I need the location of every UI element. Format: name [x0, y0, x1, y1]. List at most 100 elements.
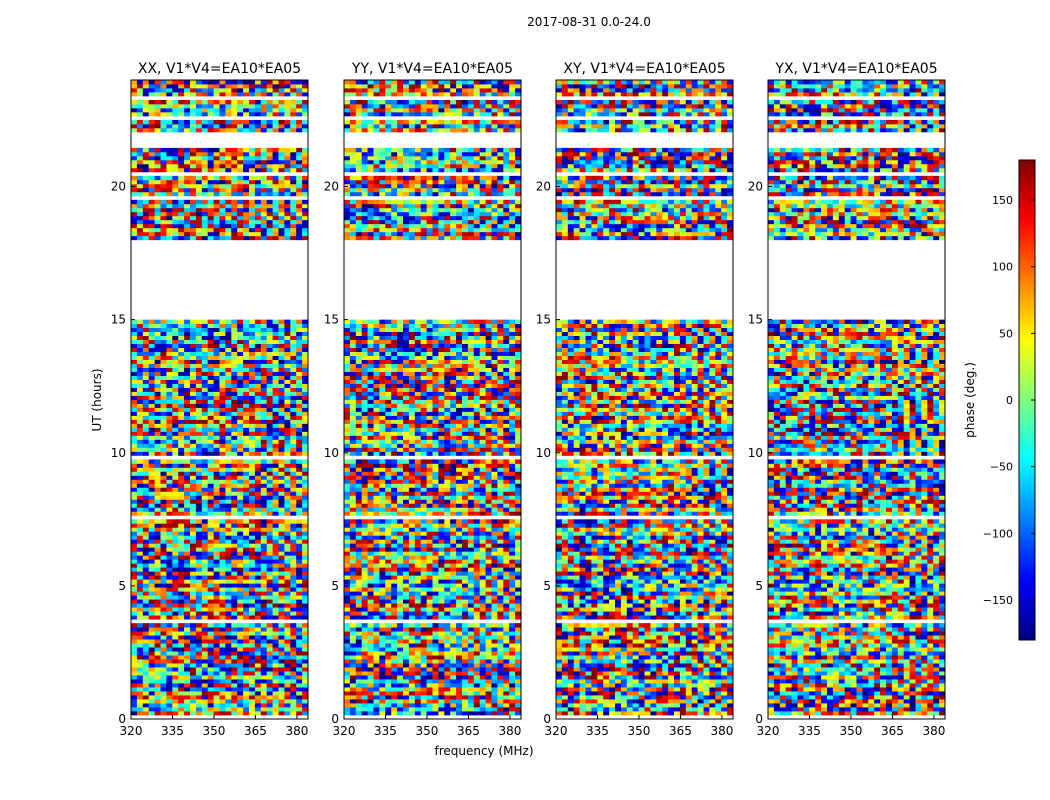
heatmap-cell [231, 683, 238, 688]
heatmap-cell [131, 543, 138, 548]
heatmap-cell [302, 511, 309, 516]
heatmap-cell [231, 639, 238, 644]
heatmap-cell [266, 191, 273, 197]
heatmap-cell [219, 519, 226, 524]
heatmap-cell [296, 663, 303, 668]
heatmap-cell [190, 111, 197, 117]
heatmap-cell [467, 567, 475, 572]
heatmap-cell [391, 671, 398, 676]
heatmap-cell [260, 443, 268, 448]
heatmap-cell [479, 659, 486, 664]
heatmap-cell [178, 219, 185, 225]
heatmap-cell [397, 567, 404, 572]
heatmap-cell [420, 563, 427, 568]
heatmap-cell [414, 667, 422, 672]
heatmap-cell [266, 559, 273, 564]
heatmap-cell [190, 679, 197, 684]
heatmap-cell [166, 91, 173, 97]
heatmap-cell [142, 643, 150, 648]
heatmap-cell [190, 575, 197, 580]
heatmap-cell [201, 387, 209, 392]
heatmap-cell [231, 615, 238, 620]
heatmap-cell [278, 571, 285, 576]
heatmap-cell [184, 203, 191, 209]
heatmap-cell [473, 699, 481, 704]
heatmap-cell [344, 659, 351, 664]
heatmap-cell [148, 215, 155, 221]
heatmap-cell [184, 399, 191, 404]
heatmap-cell [302, 591, 309, 596]
heatmap-cell [201, 679, 209, 684]
heatmap-cell [237, 519, 244, 524]
heatmap-cell [260, 503, 268, 508]
heatmap-cell [302, 215, 309, 221]
heatmap-cell [302, 523, 309, 528]
heatmap-cell [219, 687, 226, 692]
heatmap-cell [485, 611, 492, 616]
heatmap-cell [225, 439, 232, 444]
heatmap-cell [201, 567, 209, 572]
heatmap-cell [195, 379, 203, 384]
heatmap-cell [260, 487, 268, 492]
heatmap-cell [373, 667, 380, 672]
heatmap-cell [160, 651, 167, 656]
heatmap-cell [509, 623, 516, 628]
heatmap-cell [178, 499, 185, 504]
heatmap-cell [148, 623, 155, 628]
heatmap-cell [219, 463, 226, 468]
heatmap-cell [408, 563, 416, 568]
heatmap-cell [160, 395, 167, 400]
heatmap-cell [408, 611, 416, 616]
heatmap-cell [154, 551, 161, 556]
heatmap-cell [509, 679, 516, 684]
heatmap-cell [225, 583, 232, 588]
heatmap-cell [207, 199, 214, 205]
heatmap-cell [290, 575, 297, 580]
heatmap-cell [254, 471, 262, 476]
heatmap-cell [278, 87, 285, 93]
heatmap-cell [154, 375, 161, 380]
heatmap-cell [290, 559, 297, 564]
heatmap-cell [491, 631, 498, 636]
heatmap-cell [278, 471, 285, 476]
heatmap-cell [148, 83, 155, 89]
heatmap-cell [142, 203, 150, 209]
heatmap-cell [231, 167, 238, 173]
heatmap-cell [249, 467, 256, 472]
heatmap-cell [166, 231, 173, 237]
heatmap-cell [254, 635, 262, 640]
heatmap-cell [296, 679, 303, 684]
heatmap-cell [225, 499, 232, 504]
heatmap-cell [403, 579, 410, 584]
heatmap-cell [344, 599, 351, 604]
heatmap-cell [420, 699, 427, 704]
heatmap-cell [432, 595, 439, 600]
heatmap-cell [272, 655, 279, 660]
heatmap-cell [136, 187, 144, 193]
heatmap-cell [148, 603, 155, 608]
heatmap-cell [479, 615, 486, 620]
heatmap-cell [473, 567, 481, 572]
heatmap-cell [213, 583, 220, 588]
heatmap-cell [160, 639, 167, 644]
heatmap-cell [450, 631, 457, 636]
heatmap-cell [391, 711, 398, 716]
heatmap-cell [254, 123, 262, 129]
heatmap-cell [142, 639, 150, 644]
heatmap-cell [201, 99, 209, 105]
heatmap-cell [160, 567, 167, 572]
heatmap-cell [190, 415, 197, 420]
heatmap-cell [426, 583, 433, 588]
heatmap-cell [136, 395, 144, 400]
heatmap-cell [231, 567, 238, 572]
heatmap-cell [249, 91, 256, 97]
heatmap-cell [237, 695, 244, 700]
heatmap-cell [172, 219, 179, 225]
heatmap-cell [243, 687, 250, 692]
heatmap-cell [302, 491, 309, 496]
heatmap-cell [278, 543, 285, 548]
heatmap-cell [172, 495, 179, 500]
heatmap-cell [142, 543, 150, 548]
heatmap-cell [172, 535, 179, 540]
heatmap-cell [254, 611, 262, 616]
